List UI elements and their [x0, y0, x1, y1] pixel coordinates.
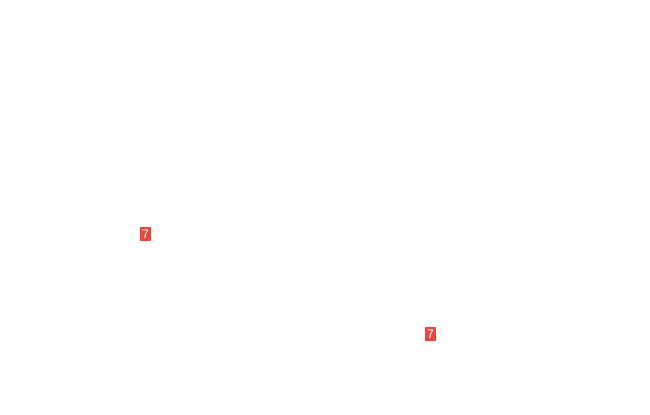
- number-badge[interactable]: 7: [140, 227, 151, 241]
- number-badge[interactable]: 7: [425, 327, 436, 341]
